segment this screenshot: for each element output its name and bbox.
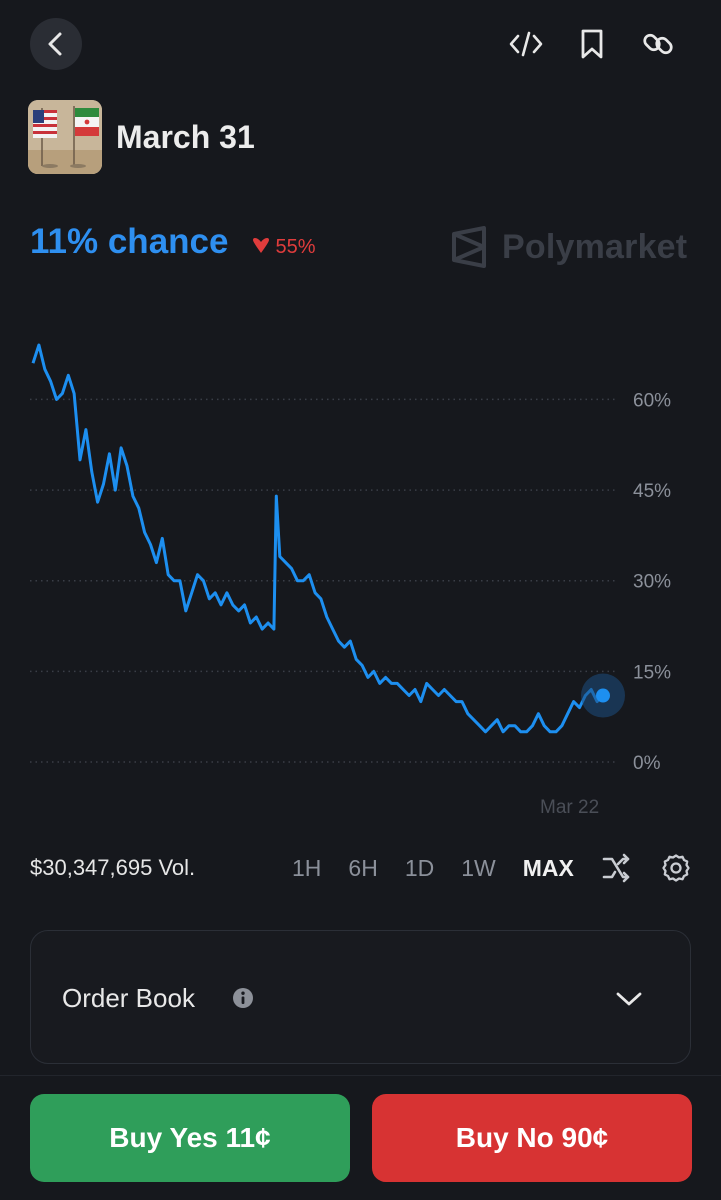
series-line bbox=[31, 343, 605, 734]
chance-value: 11% chance bbox=[30, 222, 229, 261]
copy-link-button[interactable] bbox=[641, 26, 675, 62]
range-max-button[interactable]: MAX bbox=[522, 854, 574, 881]
y-tick-label: 60% bbox=[633, 390, 671, 411]
chevron-down-icon[interactable] bbox=[615, 989, 643, 1009]
buy-no-button[interactable]: Buy No 90¢ bbox=[372, 1094, 692, 1182]
shuffle-icon bbox=[602, 853, 630, 883]
chart-controls: $30,347,695 Vol. 1H 6H 1D 1W MAX bbox=[30, 848, 692, 888]
probability-row: 11% chance 55% bbox=[30, 222, 316, 266]
top-bar bbox=[0, 0, 721, 90]
gear-icon bbox=[662, 854, 690, 882]
change-indicator: 55% bbox=[252, 236, 316, 259]
order-book-panel[interactable]: Order Book bbox=[30, 930, 691, 1064]
volume-text: $30,347,695 Vol. bbox=[30, 855, 196, 880]
y-tick-label: 15% bbox=[633, 662, 671, 683]
range-1w-button[interactable]: 1W bbox=[461, 854, 496, 881]
buy-yes-button[interactable]: Buy Yes 11¢ bbox=[30, 1094, 350, 1182]
order-book-title: Order Book bbox=[62, 983, 195, 1013]
us-iran-flags-image bbox=[28, 100, 102, 174]
y-tick-label: 0% bbox=[633, 753, 661, 774]
chart-settings-button[interactable] bbox=[660, 852, 692, 884]
brand-name: Polymarket bbox=[502, 227, 688, 266]
range-1h-button[interactable]: 1H bbox=[292, 854, 322, 881]
trade-action-bar: Buy Yes 11¢ Buy No 90¢ bbox=[0, 1075, 721, 1200]
y-tick-label: 45% bbox=[633, 481, 671, 502]
chart-svg: 0% 15% 30% 45% 60% Mar 22 bbox=[30, 343, 671, 818]
link-icon bbox=[643, 33, 673, 55]
change-value: 55% bbox=[275, 236, 316, 258]
market-title: March 31 bbox=[116, 118, 255, 155]
price-chart[interactable]: 0% 15% 30% 45% 60% Mar 22 bbox=[0, 330, 721, 830]
market-header: March 31 bbox=[28, 100, 255, 174]
back-button[interactable] bbox=[30, 18, 82, 70]
down-triangle-icon bbox=[253, 238, 270, 253]
range-1d-button[interactable]: 1D bbox=[404, 854, 435, 881]
brand-watermark: Polymarket bbox=[450, 222, 687, 272]
range-6h-button[interactable]: 6H bbox=[348, 854, 378, 881]
polymarket-logo-icon bbox=[452, 226, 486, 268]
market-thumbnail bbox=[28, 100, 102, 174]
current-point bbox=[596, 688, 610, 703]
code-icon bbox=[509, 31, 543, 57]
bookmark-icon bbox=[581, 29, 603, 59]
shuffle-button[interactable] bbox=[600, 852, 632, 884]
embed-button[interactable] bbox=[509, 26, 543, 62]
time-range-selector: 1H 6H 1D 1W MAX bbox=[292, 848, 601, 888]
y-tick-label: 30% bbox=[633, 572, 671, 593]
x-tick-label: Mar 22 bbox=[540, 797, 599, 818]
info-icon[interactable] bbox=[232, 987, 254, 1009]
chevron-left-icon bbox=[48, 32, 62, 56]
bookmark-button[interactable] bbox=[575, 26, 609, 62]
